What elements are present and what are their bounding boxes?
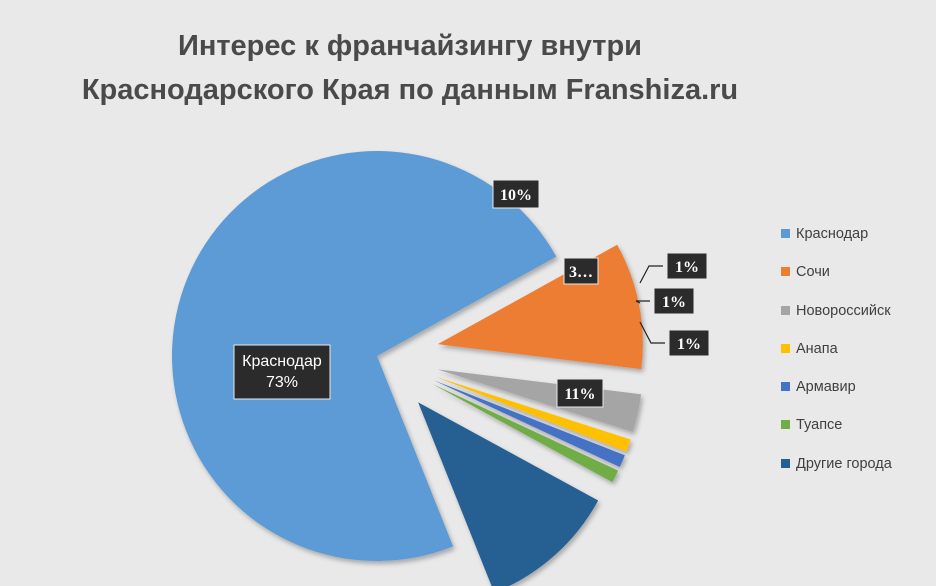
data-label-value-anapa: 1% — [675, 259, 699, 276]
data-label-value-sochi: 10% — [500, 187, 532, 204]
data-label-value-krasnodar: 73% — [266, 374, 298, 391]
legend-item-armavir: Армавир — [781, 377, 931, 415]
legend-label-anapa: Анапа — [796, 340, 838, 357]
legend-label-novorossiysk: Новороссийск — [796, 302, 891, 319]
legend-swatch-tuapse — [781, 420, 790, 430]
legend-swatch-anapa — [781, 343, 790, 353]
data-label-value-tuapse: 1% — [677, 336, 701, 353]
legend-label-krasnodar: Краснодар — [796, 226, 869, 242]
legend-label-other-cities: Другие города — [796, 455, 892, 472]
legend-swatch-novorossiysk — [781, 305, 790, 315]
legend-label-armavir: Армавир — [796, 379, 856, 396]
leader-line-tuapse — [639, 321, 665, 344]
chart-title-line-1: Интерес к франчайзингу внутри — [177, 30, 643, 62]
legend-item-novorossiysk: Новороссийск — [781, 301, 931, 339]
chart-title: Интерес к франчайзингу внутри Краснодарс… — [40, 24, 780, 112]
data-label-novorossiysk: 3… — [563, 257, 599, 285]
data-label-category-krasnodar: Краснодар — [242, 353, 322, 370]
data-label-value-armavir: 1% — [662, 294, 686, 311]
legend-item-tuapse: Туапсе — [781, 415, 931, 453]
data-label-value-other-cities: 11% — [564, 386, 595, 403]
data-label-box-other-cities — [556, 378, 604, 408]
data-label-box-armavir — [653, 287, 695, 315]
pie-slice-tuapse — [432, 383, 619, 483]
legend-item-anapa: Анапа — [781, 339, 931, 377]
legend-swatch-other-cities — [781, 458, 790, 468]
pie-slice-krasnodar — [172, 150, 557, 561]
chart-title-line-2: Краснодарского Края по данным Franshiza.… — [81, 74, 739, 106]
legend-item-krasnodar: Краснодар — [781, 224, 931, 262]
legend-item-sochi: Сочи — [781, 262, 931, 300]
data-label-value-novorossiysk: 3… — [569, 264, 593, 281]
leader-line-armavir — [635, 300, 650, 304]
pie-slice-armavir — [433, 380, 625, 468]
data-label-krasnodar: Краснодар 73% — [233, 344, 331, 400]
legend-label-tuapse: Туапсе — [796, 417, 843, 434]
data-label-tuapse: 1% — [668, 329, 710, 357]
data-label-anapa: 1% — [666, 252, 708, 280]
legend-swatch-armavir — [781, 382, 790, 392]
data-label-armavir: 1% — [653, 287, 695, 315]
data-label-box-sochi — [492, 179, 540, 209]
legend-item-other-cities: Другие города — [781, 454, 931, 492]
legend-swatch-sochi — [781, 267, 790, 277]
legend: Краснодар Сочи Новороссийск Анапа Армави… — [781, 224, 931, 492]
leader-line-anapa — [639, 265, 663, 284]
data-label-other-cities: 11% — [556, 378, 604, 408]
pie-slice-novorossiysk — [437, 369, 642, 432]
pie-slice-other-cities — [418, 402, 599, 586]
data-label-box-krasnodar — [233, 344, 331, 400]
data-label-box-tuapse — [668, 329, 710, 357]
data-label-box-anapa — [666, 252, 708, 280]
legend-label-sochi: Сочи — [796, 264, 830, 281]
data-label-sochi: 10% — [492, 179, 540, 209]
legend-swatch-krasnodar — [781, 229, 790, 238]
pie-slice-anapa — [435, 376, 631, 452]
data-label-box-novorossiysk — [563, 257, 599, 285]
